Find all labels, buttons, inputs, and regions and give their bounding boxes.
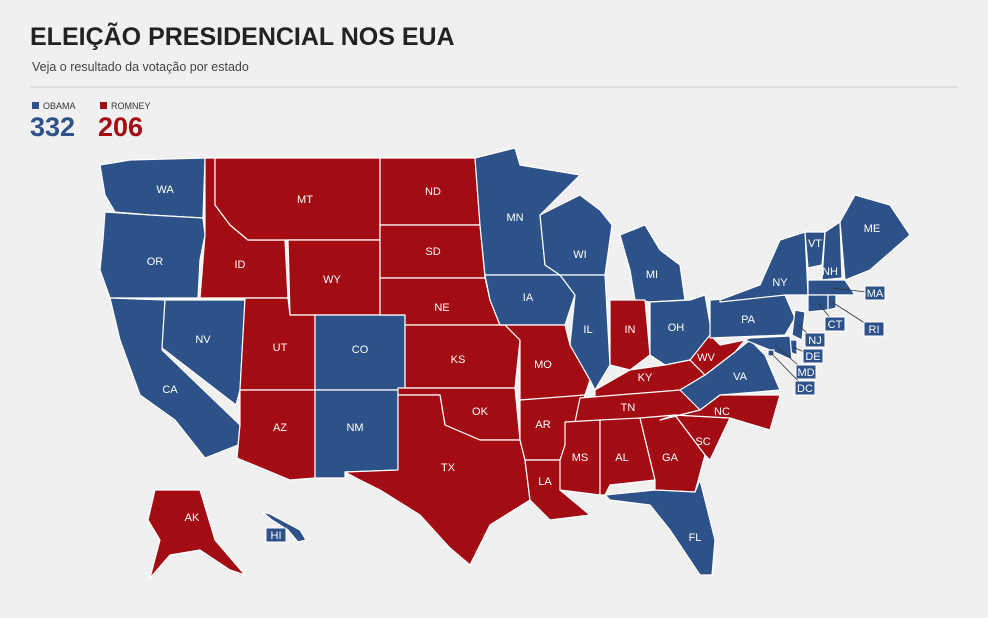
state-label: GA (662, 452, 679, 464)
state-shape (744, 335, 793, 361)
state-shape (821, 221, 843, 281)
state-label: VA (733, 371, 748, 383)
state-shape (679, 339, 781, 411)
state-label: AL (615, 452, 628, 464)
state-shape (609, 299, 651, 371)
legend-votes: 206 (98, 112, 143, 142)
state-label: MT (297, 194, 313, 206)
state-label: DC (797, 383, 813, 395)
state-label: HI (271, 530, 282, 542)
state-label: MN (506, 212, 523, 224)
state-shape (147, 489, 246, 579)
state-label: OK (472, 406, 489, 418)
state-label: NH (822, 266, 838, 278)
label-box (863, 321, 885, 337)
state-shape (719, 231, 809, 303)
state-shape (827, 294, 837, 311)
state-shape (404, 324, 521, 389)
state-label: WA (156, 184, 174, 196)
label-box (795, 364, 817, 380)
state-shape (804, 231, 826, 269)
state-label: SC (695, 436, 710, 448)
state-label: NM (346, 422, 363, 434)
state-label: SD (425, 246, 440, 258)
state-shape (559, 274, 611, 391)
state-label: UT (273, 342, 288, 354)
state-label: NE (434, 302, 449, 314)
legend-swatch (100, 102, 107, 109)
state-label: MA (867, 288, 884, 300)
state-shape (314, 389, 399, 479)
state-label: CA (162, 384, 178, 396)
state-label: CO (352, 344, 369, 356)
state-shape (539, 194, 613, 276)
state-label: NC (714, 406, 730, 418)
state-label: AZ (273, 422, 287, 434)
state-label: WI (573, 249, 586, 261)
subtitle: Veja o resultado da votação por estado (32, 60, 249, 74)
state-label: FL (689, 532, 702, 544)
state-label: RI (869, 324, 880, 336)
state-label: AR (535, 419, 550, 431)
state-label: CT (828, 319, 843, 331)
map (99, 147, 911, 579)
state-shape (99, 157, 206, 219)
legend-name: OBAMA (43, 101, 76, 111)
state-label: IL (583, 324, 592, 336)
legend-name: ROMNEY (111, 101, 151, 111)
title: ELEIÇÃO PRESIDENCIAL NOS EUA (30, 21, 455, 51)
state-label: LA (538, 476, 552, 488)
state-label: AK (185, 512, 200, 524)
state-shape (659, 394, 781, 431)
state-label: IN (625, 324, 636, 336)
legend-votes: 332 (30, 112, 75, 142)
state-shape (99, 211, 206, 299)
state-label: ID (235, 259, 246, 271)
state-label: MI (646, 269, 658, 281)
label-box (864, 285, 886, 301)
label-box (804, 332, 826, 348)
state-shape (604, 479, 716, 576)
state-labels: WA OR CA NV ID MT WY UT CO AZ NM ND SD NE KS OK TX MN IA MO… (147, 184, 886, 544)
state-label: DE (805, 351, 820, 363)
state-label: TX (441, 462, 456, 474)
state-label: ND (425, 186, 441, 198)
state-label: KS (451, 354, 466, 366)
state-label: NY (772, 277, 788, 289)
label-box (265, 527, 287, 543)
state-label: TN (621, 402, 636, 414)
state-label: ME (864, 223, 881, 235)
state-label: KY (638, 372, 653, 384)
state-label: MS (572, 452, 589, 464)
state-label: NJ (808, 335, 821, 347)
state-label: PA (741, 314, 756, 326)
label-box (802, 348, 824, 364)
state-label: VT (808, 238, 822, 250)
state-label: IA (523, 292, 534, 304)
state-label: OR (147, 256, 164, 268)
state-label: NV (195, 334, 211, 346)
state-label: WV (697, 352, 715, 364)
legend-swatch (32, 102, 39, 109)
state-shape (619, 224, 686, 303)
state-label: MD (797, 367, 814, 379)
state-label: WY (323, 274, 341, 286)
state-shape (839, 194, 911, 281)
label-box (824, 316, 846, 332)
state-label: OH (668, 322, 685, 334)
state-label: MO (534, 359, 552, 371)
state-shape (161, 299, 246, 406)
state-shape (236, 389, 316, 481)
state-shape (807, 279, 856, 296)
label-box (794, 380, 816, 396)
state-shape (261, 511, 307, 543)
